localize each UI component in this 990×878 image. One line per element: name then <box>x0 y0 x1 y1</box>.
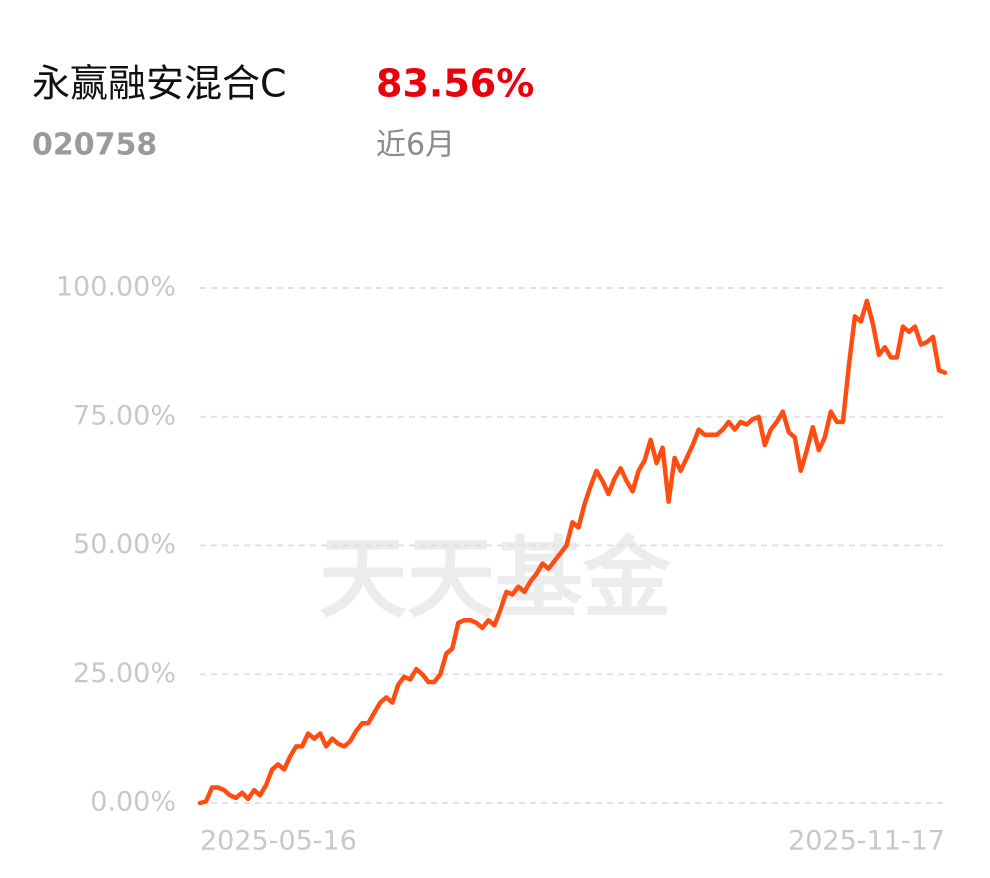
fund-name: 永赢融安混合C <box>32 62 287 106</box>
y-tick-label: 0.00% <box>90 787 176 818</box>
fund-code: 020758 <box>32 128 157 163</box>
y-tick-label: 100.00% <box>56 272 176 303</box>
x-tick-label: 2025-05-16 <box>200 826 357 857</box>
x-tick-label: 2025-11-17 <box>788 826 945 857</box>
watermark: 天天基金 <box>319 527 672 630</box>
y-tick-label: 50.00% <box>73 529 176 560</box>
y-tick-label: 75.00% <box>73 400 176 431</box>
y-tick-label: 25.00% <box>73 658 176 689</box>
return: 83.56% <box>376 62 534 106</box>
line <box>197 298 948 806</box>
period: 近6月 <box>376 128 455 163</box>
